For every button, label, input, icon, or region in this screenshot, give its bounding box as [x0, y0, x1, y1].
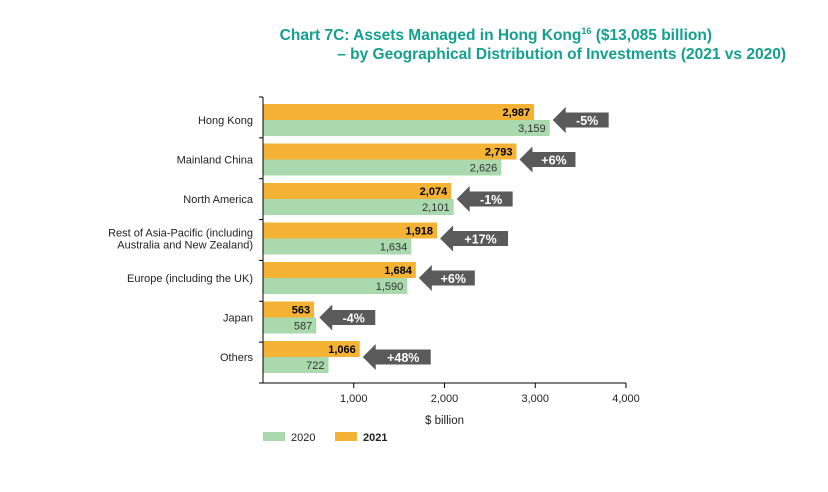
- x-axis-title: $ billion: [425, 415, 464, 427]
- chart-title-line-2: – by Geographical Distribution of Invest…: [337, 46, 786, 63]
- category-label: Rest of Asia-Pacific (including: [108, 228, 253, 240]
- legend-swatch: [335, 432, 357, 441]
- category-label: Japan: [223, 313, 253, 325]
- data-label-2020: 587: [294, 321, 312, 333]
- data-label-2021: 2,987: [503, 107, 531, 119]
- data-label-2021: 1,684: [384, 265, 412, 277]
- bar-2020: [263, 238, 412, 255]
- category-label: Australia and New Zealand): [117, 240, 253, 252]
- change-label: -1%: [480, 193, 502, 207]
- data-label-2020: 722: [306, 360, 324, 372]
- legend-label: 2020: [291, 432, 315, 444]
- data-label-2020: 2,626: [470, 163, 498, 175]
- footnote-ref: 16: [581, 25, 592, 36]
- x-tick-label: 2,000: [431, 393, 459, 405]
- x-tick-label: 3,000: [521, 393, 549, 405]
- bar-2020: [263, 120, 550, 136]
- chart-title: Chart 7C: Assets Managed in Hong Kong16 …: [0, 26, 828, 64]
- legend-label: 2021: [363, 432, 387, 444]
- change-arrow-icon: [456, 186, 513, 212]
- category-label: Mainland China: [177, 155, 254, 167]
- bar-2020: [263, 357, 329, 373]
- category-label: North America: [183, 194, 254, 206]
- change-label: +17%: [464, 233, 496, 247]
- change-arrow-icon: [319, 304, 376, 331]
- bar-2021: [263, 301, 315, 318]
- x-tick-label: 1,000: [340, 393, 368, 405]
- bar-2021: [263, 183, 452, 199]
- bar-2021: [263, 262, 416, 278]
- chart-title-line-1: Chart 7C: Assets Managed in Hong Kong16 …: [0, 26, 712, 45]
- change-arrow-icon: [519, 146, 576, 173]
- change-label: -4%: [343, 312, 365, 326]
- bar-2021: [263, 222, 438, 239]
- bar-2021: [263, 143, 517, 160]
- bar-2020: [263, 317, 317, 334]
- data-label-2021: 2,074: [420, 186, 448, 198]
- chart-title-main: Chart 7C: Assets Managed in Hong Kong: [279, 27, 582, 44]
- change-label: +6%: [541, 154, 566, 168]
- change-arrow-icon: [440, 225, 509, 252]
- data-label-2020: 1,634: [380, 242, 408, 254]
- data-label-2021: 1,066: [328, 344, 356, 356]
- category-label: Hong Kong: [198, 115, 253, 127]
- bar-2020: [263, 278, 408, 294]
- bar-2020: [263, 159, 502, 176]
- category-label: Europe (including the UK): [127, 273, 253, 285]
- change-label: +6%: [441, 272, 466, 286]
- change-arrow-icon: [552, 107, 609, 133]
- category-label: Others: [220, 352, 254, 364]
- chart-title-total: ($13,085 billion): [591, 27, 712, 44]
- data-label-2020: 2,101: [422, 202, 450, 214]
- x-tick-label: 4,000: [612, 393, 640, 405]
- change-label: -5%: [576, 114, 598, 128]
- bar-2021: [263, 104, 535, 120]
- data-label-2021: 1,918: [406, 226, 434, 238]
- data-label-2021: 563: [292, 305, 310, 317]
- change-arrow-icon: [362, 344, 431, 370]
- legend-swatch: [263, 432, 285, 441]
- bar-2020: [263, 199, 454, 215]
- change-label: +48%: [387, 351, 419, 365]
- change-arrow-icon: [418, 265, 475, 291]
- data-label-2020: 1,590: [376, 281, 404, 293]
- data-label-2021: 2,793: [485, 147, 513, 159]
- data-label-2020: 3,159: [518, 123, 546, 135]
- bar-2021: [263, 341, 360, 357]
